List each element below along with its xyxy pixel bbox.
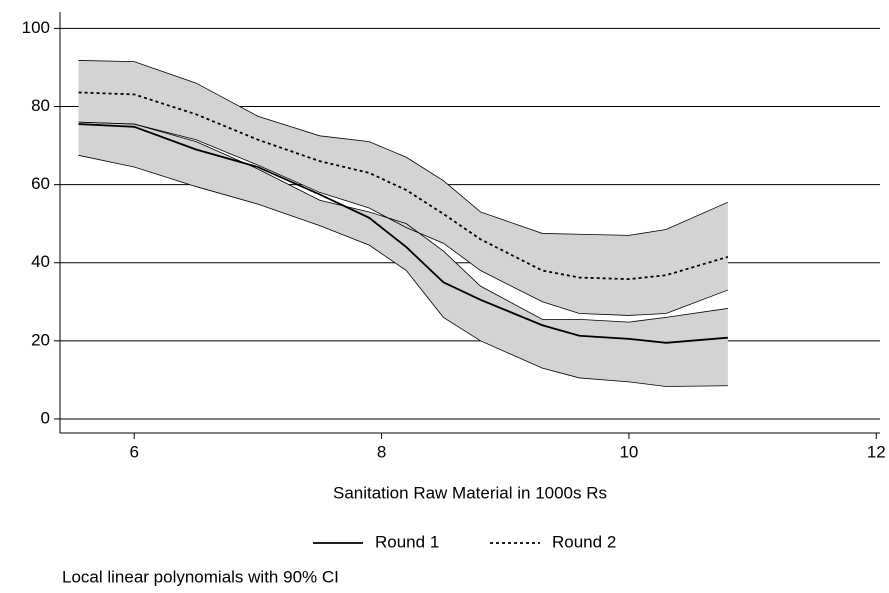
y-tick-label: 40 — [31, 252, 50, 271]
x-axis-title: Sanitation Raw Material in 1000s Rs — [333, 483, 607, 502]
y-tick-label: 60 — [31, 174, 50, 193]
x-tick-label: 8 — [377, 442, 386, 461]
y-tick-label: 20 — [31, 330, 50, 349]
ci-band — [78, 122, 728, 387]
series-line — [78, 91, 729, 281]
series-line — [78, 123, 728, 344]
x-tick-label: 6 — [129, 442, 138, 461]
legend-label: Round 1 — [375, 532, 439, 551]
y-tick-label: 0 — [41, 408, 50, 427]
ci-bound — [78, 121, 729, 316]
ci-band — [78, 60, 728, 316]
legend-label: Round 2 — [552, 532, 616, 551]
ci-bound — [78, 121, 728, 323]
ci-bound — [78, 60, 729, 236]
x-tick-label: 12 — [867, 442, 886, 461]
y-tick-label: 80 — [31, 96, 50, 115]
x-tick-label: 10 — [619, 442, 638, 461]
note: Local linear polynomials with 90% CI — [62, 567, 339, 586]
ci-bound — [78, 154, 728, 387]
y-tick-label: 100 — [22, 18, 50, 37]
